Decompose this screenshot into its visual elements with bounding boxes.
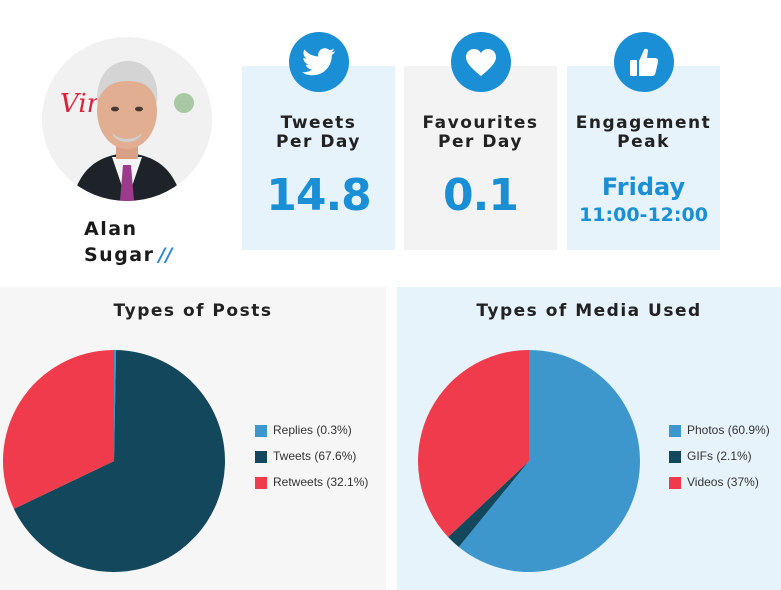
stat-value: 0.1 [443,170,519,221]
stat-title-line1: Tweets [280,113,357,133]
pie-slice-replies [114,350,117,461]
legend-swatch [669,476,681,489]
twitter-bird-icon [288,32,349,92]
legend-swatch [255,424,267,437]
stat-value: Friday 11:00-12:00 [567,172,720,228]
chart-legend: Photos (60.9%) GIFs (2.1%) Videos (37%) [669,424,770,502]
legend-swatch [255,476,267,489]
profile-first-name: Alan [84,218,138,240]
legend-label: Retweets (32.1%) [273,475,369,489]
legend-item: Replies (0.3%) [255,424,368,437]
types-of-posts-panel: Types of Posts Replies (0.3%) Tweets (67… [0,287,386,590]
chart-title: Types of Media Used [476,301,702,321]
legend-item: Tweets (67.6%) [255,450,368,463]
legend-label: GIFs (2.1%) [687,449,752,463]
stat-title-line2: Peak [617,132,670,152]
stat-title: Engagement Peak [567,114,720,152]
types-of-posts-pie [2,350,225,573]
stat-title: Tweets Per Day [242,114,395,152]
stat-title-line1: Favourites [422,113,539,133]
legend-swatch [669,424,681,437]
legend-item: Videos (37%) [669,476,770,489]
legend-label: Videos (37%) [687,475,759,489]
pie-slice-gifs [448,461,529,547]
svg-text:Vir: Vir [60,89,101,119]
engagement-peak-card: Engagement Peak Friday 11:00-12:00 [567,32,720,250]
profile-name: Alan Sugar// [84,216,172,268]
legend-label: Photos (60.9%) [687,423,770,437]
peak-day: Friday [601,173,686,201]
legend-item: Retweets (32.1%) [255,476,368,489]
legend-swatch [669,450,681,463]
favourites-per-day-card: Favourites Per Day 0.1 [404,32,557,250]
profile-photo: Vir [42,37,212,201]
name-slashes: // [158,244,173,266]
portrait-image: Vir [42,37,212,201]
stat-title-line2: Per Day [438,132,523,152]
peak-time: 11:00-12:00 [579,204,708,226]
tweets-per-day-card: Tweets Per Day 14.8 [242,32,395,250]
chart-title: Types of Posts [113,301,273,321]
pie-slice-retweets [2,350,115,509]
legend-swatch [255,450,267,463]
stat-title: Favourites Per Day [404,114,557,152]
legend-label: Replies (0.3%) [273,423,352,437]
pie-slice-videos [417,350,529,537]
stat-title-line2: Per Day [276,132,361,152]
stat-value: 14.8 [266,170,372,221]
chart-legend: Replies (0.3%) Tweets (67.6%) Retweets (… [255,424,368,502]
types-of-media-panel: Types of Media Used Photos (60.9%) GIFs … [397,287,781,590]
legend-item: GIFs (2.1%) [669,450,770,463]
legend-label: Tweets (67.6%) [273,449,357,463]
pie-slice-photos [458,350,640,572]
thumbs-up-icon [613,32,674,92]
pie-slice-tweets [13,350,225,573]
legend-item: Photos (60.9%) [669,424,770,437]
types-of-media-pie [417,350,640,572]
heart-icon [450,32,511,92]
stat-title-line1: Engagement [575,113,712,133]
profile-last-name: Sugar [84,244,155,266]
